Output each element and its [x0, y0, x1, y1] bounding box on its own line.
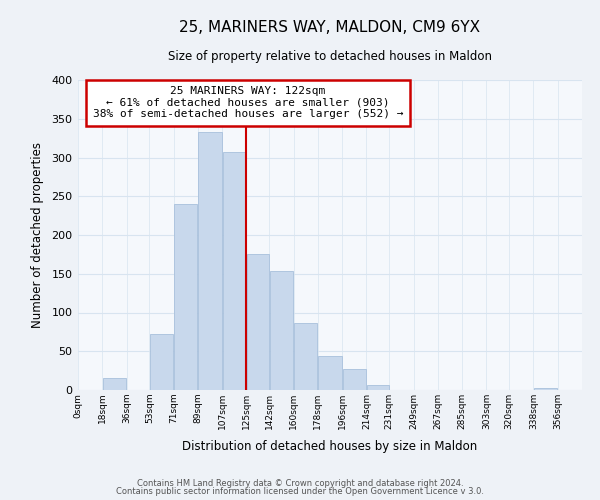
- Text: 25 MARINERS WAY: 122sqm
← 61% of detached houses are smaller (903)
38% of semi-d: 25 MARINERS WAY: 122sqm ← 61% of detache…: [92, 86, 403, 120]
- Bar: [319, 356, 341, 390]
- Bar: [223, 152, 246, 390]
- Text: Size of property relative to detached houses in Maldon: Size of property relative to detached ho…: [168, 50, 492, 63]
- Text: Contains public sector information licensed under the Open Government Licence v : Contains public sector information licen…: [116, 487, 484, 496]
- Bar: [294, 322, 317, 390]
- Bar: [150, 334, 173, 390]
- Bar: [174, 204, 197, 390]
- Bar: [343, 369, 366, 390]
- Bar: [247, 254, 269, 390]
- Y-axis label: Number of detached properties: Number of detached properties: [31, 142, 44, 328]
- Text: Contains HM Land Registry data © Crown copyright and database right 2024.: Contains HM Land Registry data © Crown c…: [137, 478, 463, 488]
- Bar: [534, 388, 557, 390]
- X-axis label: Distribution of detached houses by size in Maldon: Distribution of detached houses by size …: [182, 440, 478, 454]
- Bar: [270, 272, 293, 390]
- Bar: [103, 378, 126, 390]
- Bar: [367, 384, 389, 390]
- Text: 25, MARINERS WAY, MALDON, CM9 6YX: 25, MARINERS WAY, MALDON, CM9 6YX: [179, 20, 481, 35]
- Bar: [199, 132, 221, 390]
